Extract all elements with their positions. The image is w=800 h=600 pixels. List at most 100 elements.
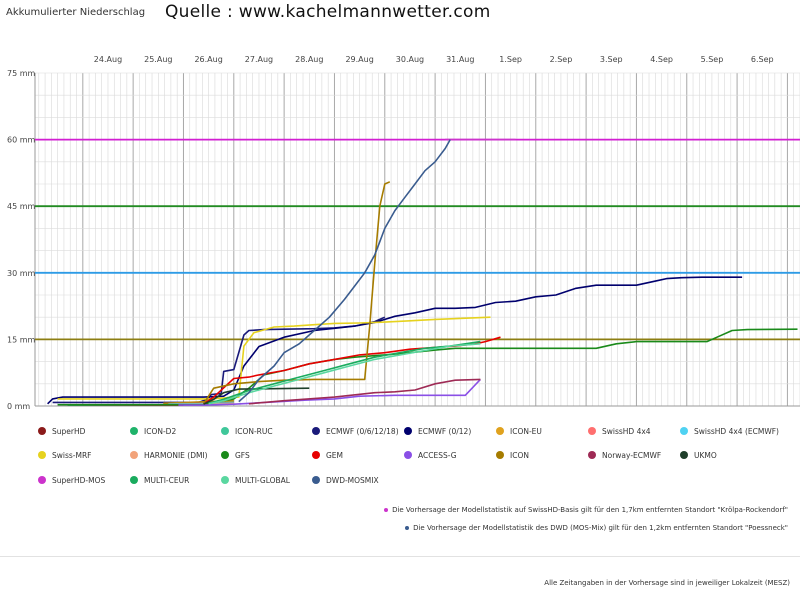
legend-item[interactable]: ECMWF (0/12): [404, 424, 471, 438]
legend-dot-icon: [312, 427, 320, 435]
legend-dot-icon: [680, 427, 688, 435]
legend-label: SwissHD 4x4 (ECMWF): [694, 426, 779, 436]
series-line-norway-ecmwf: [248, 378, 481, 405]
y-tick-label: 45 mm: [7, 202, 36, 211]
model-note: Die Vorhersage der Modellstatistik des D…: [405, 524, 788, 532]
legend-dot-icon: [496, 427, 504, 435]
source-label: Quelle : www.kachelmannwetter.com: [165, 2, 491, 22]
legend-label: Swiss-MRF: [52, 450, 92, 460]
x-tick-label: 26.Aug: [194, 55, 222, 64]
legend-dot-icon: [38, 427, 46, 435]
y-tick-label: 0 mm: [7, 402, 30, 411]
note-text: Die Vorhersage der Modellstatistik des D…: [413, 524, 788, 532]
grid: [35, 72, 800, 407]
legend-item[interactable]: ACCESS-G: [404, 448, 457, 462]
legend-item[interactable]: SuperHD-MOS: [38, 473, 105, 487]
x-tick-label: 27.Aug: [245, 55, 273, 64]
legend-item[interactable]: MULTI-CEUR: [130, 473, 189, 487]
legend-item[interactable]: SwissHD 4x4 (ECMWF): [680, 424, 779, 438]
series-line-multi-ceur: [208, 340, 481, 405]
footer-note: Alle Zeitangaben in der Vorhersage sind …: [544, 579, 790, 587]
x-tick-label: 6.Sep: [751, 55, 774, 64]
x-tick-label: 28.Aug: [295, 55, 323, 64]
x-tick-label: 30.Aug: [396, 55, 424, 64]
legend-label: Norway-ECMWF: [602, 450, 662, 460]
x-tick-label: 1.Sep: [499, 55, 522, 64]
x-tick-label: 25.Aug: [144, 55, 172, 64]
legend-label: GEM: [326, 450, 344, 460]
series-line-ecmwf-0-12: [47, 276, 743, 405]
legend-item[interactable]: ICON-RUC: [221, 424, 273, 438]
legend-label: ICON: [510, 450, 529, 460]
legend-label: SuperHD-MOS: [52, 475, 106, 485]
x-tick-label: 29.Aug: [345, 55, 373, 64]
model-note: Die Vorhersage der Modellstatistik auf S…: [384, 506, 788, 514]
x-tick-label: 4.Sep: [650, 55, 673, 64]
y-tick-label: 15 mm: [7, 335, 36, 344]
legend-item[interactable]: Norway-ECMWF: [588, 448, 661, 462]
legend-item[interactable]: SwissHD 4x4: [588, 424, 651, 438]
legend-dot-icon: [221, 451, 229, 459]
legend-item[interactable]: HARMONIE (DMI): [130, 448, 208, 462]
series-lines: [47, 138, 798, 406]
x-tick-label: 24.Aug: [94, 55, 122, 64]
y-tick-label: 75 mm: [7, 69, 36, 78]
legend-dot-icon: [312, 451, 320, 459]
series-line-icon: [202, 181, 391, 405]
legend-dot-icon: [312, 476, 320, 484]
legend-label: ECMWF (0/6/12/18): [326, 426, 399, 436]
x-tick-label: 3.Sep: [600, 55, 623, 64]
legend-item[interactable]: ECMWF (0/6/12/18): [312, 424, 399, 438]
reference-lines: [35, 138, 800, 341]
legend-label: SwissHD 4x4: [602, 426, 651, 436]
legend-item[interactable]: SuperHD: [38, 424, 85, 438]
legend-dot-icon: [588, 427, 596, 435]
legend-label: SuperHD: [52, 426, 86, 436]
y-tick-label: 60 mm: [7, 136, 36, 145]
x-tick-label: 31.Aug: [446, 55, 474, 64]
legend-item[interactable]: ICON: [496, 448, 529, 462]
axes: 0 mm 15 mm 30 mm 45 mm 60 mm 75 mm 24.Aug 25.Au…: [7, 55, 800, 411]
series-line-access-g: [178, 378, 481, 406]
precipitation-chart: 0 mm 15 mm 30 mm 45 mm 60 mm 75 mm 24.Aug 25.Au…: [7, 55, 800, 411]
legend-dot-icon: [404, 427, 412, 435]
legend-dot-icon: [38, 476, 46, 484]
legend-dot-icon: [221, 476, 229, 484]
legend-item[interactable]: ICON-EU: [496, 424, 542, 438]
legend-dot-icon: [588, 451, 596, 459]
note-dot-icon: [405, 526, 410, 530]
chart-title: Akkumulierter Niederschlag: [6, 7, 146, 18]
x-tick-label: 5.Sep: [701, 55, 724, 64]
y-tick-label: 30 mm: [7, 269, 36, 278]
legend-item[interactable]: DWD-MOSMIX: [312, 473, 379, 487]
legend-dot-icon: [496, 451, 504, 459]
legend-item[interactable]: MULTI-GLOBAL: [221, 473, 290, 487]
legend-dot-icon: [130, 427, 138, 435]
legend-item[interactable]: GFS: [221, 448, 250, 462]
legend-label: ACCESS-G: [418, 450, 457, 460]
legend-dot-icon: [680, 451, 688, 459]
legend-item[interactable]: UKMO: [680, 448, 717, 462]
legend-label: ICON-D2: [144, 426, 177, 436]
note-dot-icon: [384, 508, 389, 512]
legend-item[interactable]: ICON-D2: [130, 424, 176, 438]
divider: [0, 556, 800, 557]
note-text: Die Vorhersage der Modellstatistik auf S…: [392, 506, 788, 514]
legend-label: ICON-RUC: [235, 426, 273, 436]
legend-item[interactable]: GEM: [312, 448, 343, 462]
legend-label: UKMO: [694, 450, 717, 460]
series-line-multi-global: [208, 343, 481, 405]
legend-dot-icon: [404, 451, 412, 459]
legend-label: ICON-EU: [510, 426, 542, 436]
legend-label: MULTI-CEUR: [144, 475, 190, 485]
legend-label: DWD-MOSMIX: [326, 475, 379, 485]
legend-dot-icon: [130, 476, 138, 484]
legend-dot-icon: [130, 451, 138, 459]
legend-label: MULTI-GLOBAL: [235, 475, 290, 485]
legend-label: GFS: [235, 450, 250, 460]
legend-label: HARMONIE (DMI): [144, 450, 208, 460]
legend-item[interactable]: Swiss-MRF: [38, 448, 92, 462]
legend-dot-icon: [38, 451, 46, 459]
legend-dot-icon: [221, 427, 229, 435]
series-line-dwd-mosmix: [238, 139, 451, 403]
